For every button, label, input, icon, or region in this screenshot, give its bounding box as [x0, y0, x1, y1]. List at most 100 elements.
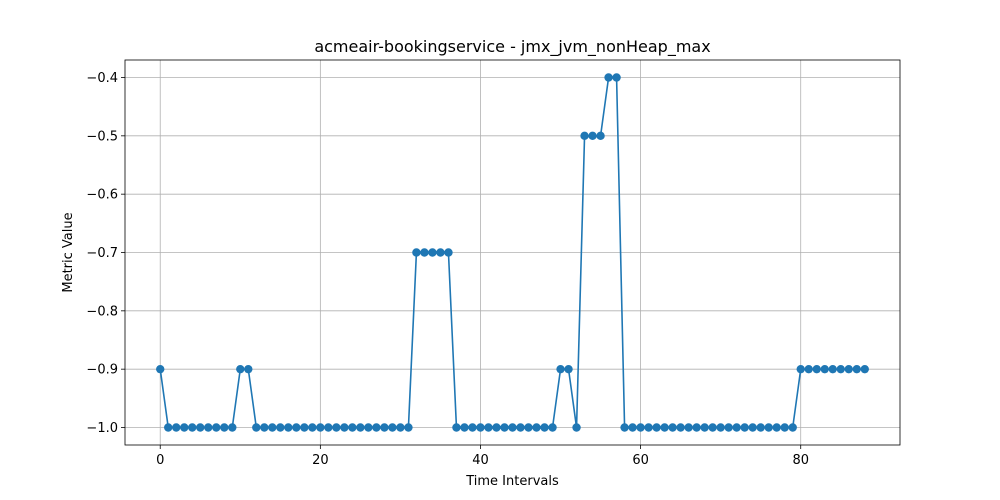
data-point [172, 423, 181, 432]
plot-frame [124, 59, 901, 446]
data-point [404, 423, 413, 432]
data-point [644, 423, 653, 432]
data-point [660, 423, 669, 432]
data-point [468, 423, 477, 432]
data-point [636, 423, 645, 432]
data-point [860, 364, 869, 374]
data-point [604, 73, 613, 82]
data-point [716, 423, 725, 432]
axis-ticks: 0 20 40 60 80 −1.0 −0.9 −0.8 −0.7 −0.6 −0.5 −0.4 [86, 71, 809, 468]
data-point [316, 423, 325, 432]
data-point [828, 364, 837, 374]
data-point [764, 423, 773, 432]
data-point [308, 423, 317, 432]
x-tick-label: 20 [312, 453, 329, 468]
data-point [732, 423, 741, 432]
data-point [460, 423, 469, 432]
y-tick-label: −0.8 [86, 304, 118, 319]
x-tick-label: 60 [632, 453, 649, 468]
data-point [204, 423, 213, 432]
y-tick-label: −0.4 [86, 71, 118, 86]
data-point [292, 423, 301, 432]
data-point [628, 423, 637, 432]
y-tick-label: −0.5 [86, 129, 118, 144]
data-point [476, 423, 485, 432]
data-point [364, 423, 373, 432]
data-point [820, 364, 829, 374]
data-point [492, 423, 501, 432]
chart-title: acmeair-bookingservice - jmx_jvm_nonHeap… [314, 37, 710, 57]
data-point [348, 423, 357, 432]
data-point [684, 423, 693, 432]
data-point [788, 423, 797, 432]
x-tick-label: 80 [792, 453, 809, 468]
data-point [428, 248, 437, 257]
data-point [276, 423, 285, 432]
y-tick-label: −0.9 [86, 363, 118, 378]
data-point [324, 423, 333, 432]
data-point [284, 423, 293, 432]
data-point [700, 423, 709, 432]
data-point [556, 364, 565, 374]
data-point [796, 364, 805, 374]
data-point [524, 423, 533, 432]
data-point [548, 423, 557, 432]
data-point [844, 364, 853, 374]
data-point [612, 73, 621, 82]
grid-lines [125, 60, 900, 445]
data-point [780, 423, 789, 432]
data-point [156, 364, 165, 374]
data-point [484, 423, 493, 432]
data-point [748, 423, 757, 432]
y-tick-label: −0.7 [86, 246, 118, 261]
data-point [388, 423, 397, 432]
data-point [724, 423, 733, 432]
data-point [444, 248, 453, 257]
data-point [228, 423, 237, 432]
data-point [420, 248, 429, 257]
y-tick-label: −1.0 [86, 421, 118, 436]
data-point [164, 423, 173, 432]
data-point [652, 423, 661, 432]
data-point [380, 423, 389, 432]
y-axis-label: Metric Value [61, 212, 76, 292]
data-point [668, 423, 677, 432]
data-point [412, 248, 421, 257]
data-point [692, 423, 701, 432]
data-point [564, 364, 573, 374]
data-point [756, 423, 765, 432]
data-point [452, 423, 461, 432]
data-point [572, 423, 581, 432]
data-point [836, 364, 845, 374]
data-point [852, 364, 861, 374]
data-point [596, 131, 605, 141]
y-tick-label: −0.6 [86, 188, 118, 203]
x-axis-label: Time Intervals [465, 474, 559, 489]
data-point [340, 423, 349, 432]
data-point [740, 423, 749, 432]
data-point [676, 423, 685, 432]
data-point [500, 423, 509, 432]
data-point [436, 248, 445, 257]
data-point [268, 423, 277, 432]
data-point [396, 423, 405, 432]
data-point [244, 364, 253, 374]
data-point [508, 423, 517, 432]
data-point [540, 423, 549, 432]
data-point [772, 423, 781, 432]
data-point [252, 423, 261, 432]
data-point [260, 423, 269, 432]
data-point [180, 423, 189, 432]
data-point [188, 423, 197, 432]
data-point [580, 131, 589, 141]
data-point [620, 423, 629, 432]
series-layer [156, 73, 869, 432]
data-point [220, 423, 229, 432]
data-point [300, 423, 309, 432]
data-point [236, 364, 245, 374]
x-tick-label: 0 [156, 453, 164, 468]
x-tick-label: 40 [472, 453, 489, 468]
data-point [804, 364, 813, 374]
data-point [516, 423, 525, 432]
